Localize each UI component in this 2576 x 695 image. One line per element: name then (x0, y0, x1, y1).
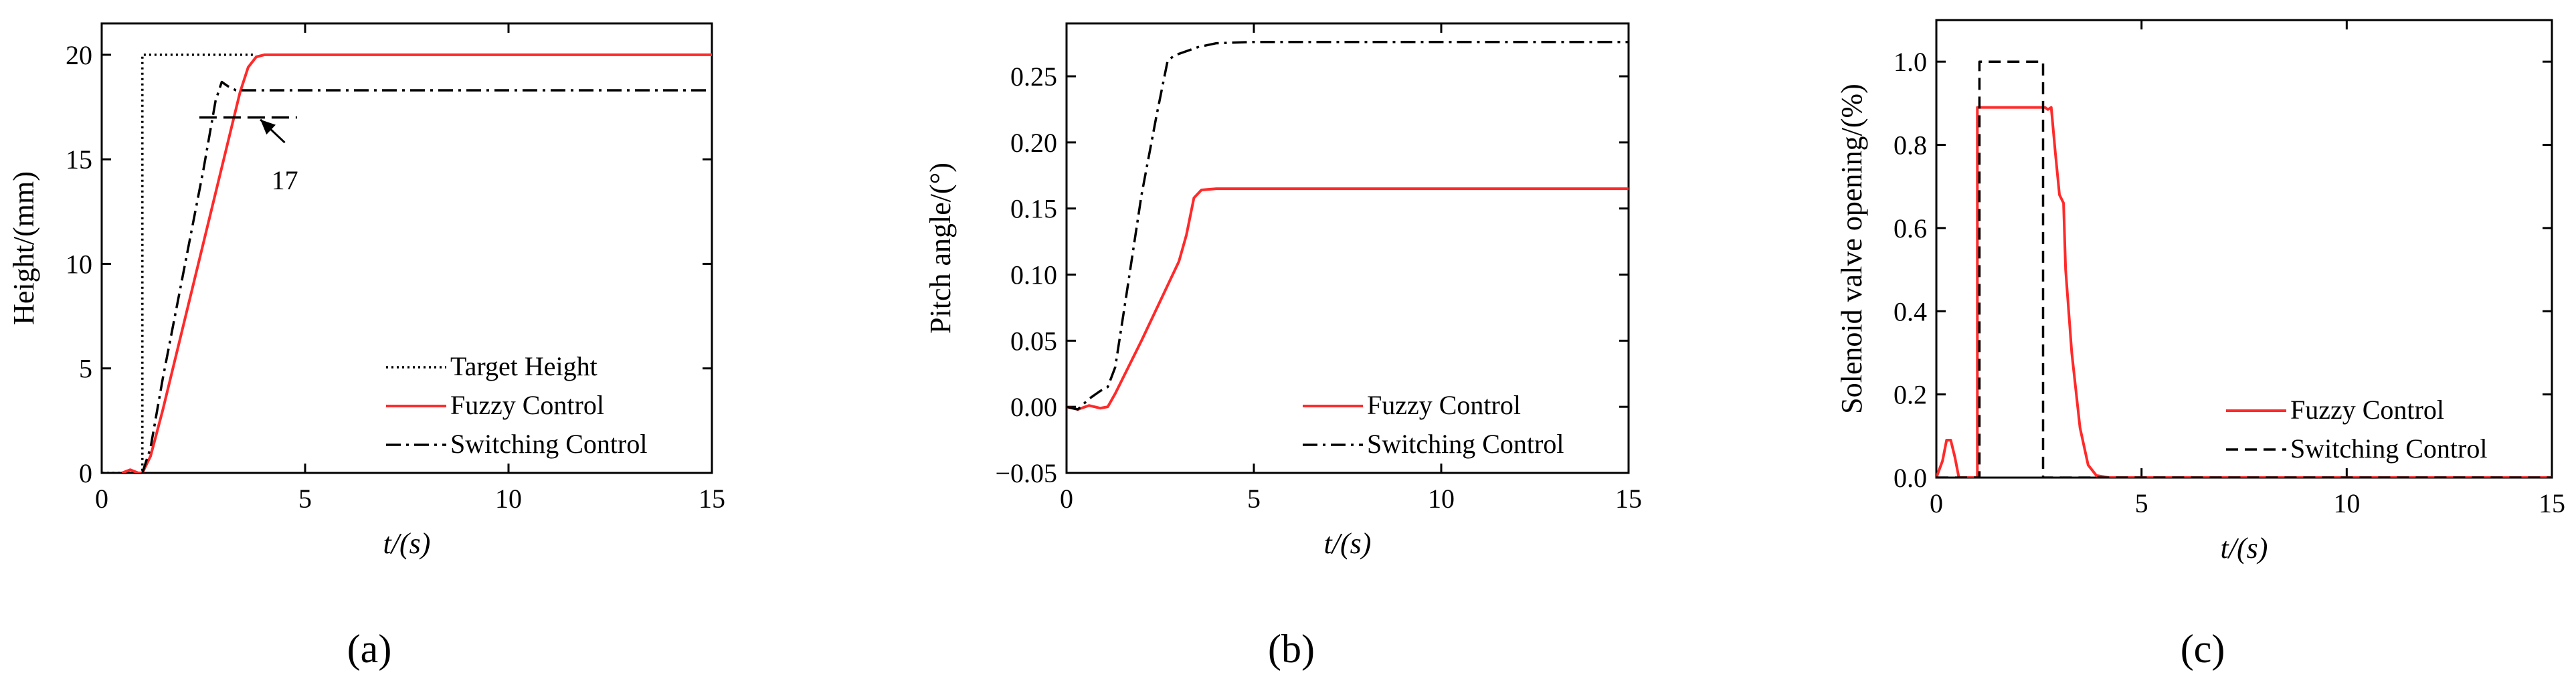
x-tick-label: 0 (95, 484, 108, 514)
x-tick-label: 5 (1247, 484, 1261, 514)
annotation-label: 17 (272, 165, 298, 195)
y-tick-label: 0.2 (1894, 380, 1927, 410)
panel-label: (b) (1268, 627, 1315, 671)
y-tick-label: −0.05 (995, 458, 1057, 488)
y-tick-label: 0 (79, 458, 92, 488)
legend-label: Switching Control (450, 429, 647, 459)
x-tick-label: 15 (2539, 488, 2565, 518)
plot-frame (100, 22, 713, 474)
legend-label: Fuzzy Control (2290, 395, 2444, 425)
y-axis-label: Solenoid valve opening/(%) (1835, 84, 1868, 414)
legend-label: Target Height (450, 351, 597, 381)
y-tick-label: 1.0 (1894, 47, 1927, 77)
series-line-switching-control (1067, 40, 1629, 411)
plot-frame (1935, 19, 2553, 479)
legend-label: Switching Control (1367, 429, 1564, 459)
series-line-fuzzy-control (1936, 106, 2552, 478)
x-tick-label: 0 (1930, 488, 1943, 518)
x-axis-label: t/(s) (383, 527, 431, 560)
x-tick-label: 10 (1428, 484, 1455, 514)
y-tick-label: 0.0 (1894, 463, 1927, 493)
panel-label: (c) (2181, 627, 2225, 671)
y-tick-label: 0.4 (1894, 296, 1927, 326)
y-tick-label: 15 (66, 144, 92, 175)
y-tick-label: 5 (79, 354, 92, 384)
y-tick-label: 0.25 (1010, 62, 1057, 92)
annotation-arrowhead (260, 119, 276, 135)
y-tick-label: 0.20 (1010, 128, 1057, 158)
y-tick-label: 0.05 (1010, 326, 1057, 356)
panel-label: (a) (347, 627, 392, 671)
x-tick-label: 5 (2135, 488, 2148, 518)
legend-label: Fuzzy Control (1367, 390, 1521, 420)
series-line-fuzzy-control (1067, 187, 1629, 411)
x-tick-label: 0 (1060, 484, 1073, 514)
y-tick-label: 0.6 (1894, 213, 1927, 243)
panel-a: 0 5 10 15 0 5 10 15 20 t/(s) Height/(mm) Target Hei… (7, 22, 725, 671)
x-tick-label: 10 (2333, 488, 2360, 518)
x-axis-label: t/(s) (1324, 527, 1372, 560)
y-tick-label: 0.10 (1010, 260, 1057, 290)
y-tick-label: 0.8 (1894, 130, 1927, 161)
y-axis-label: Height/(mm) (7, 171, 40, 325)
x-tick-label: 10 (495, 484, 522, 514)
y-tick-label: 0.15 (1010, 194, 1057, 224)
series-line-switching-control (1936, 60, 2552, 478)
y-tick-label: 20 (66, 40, 92, 70)
panel-b: 0 5 10 15 −0.05 0.00 0.05 0.10 0.15 0.20 0.25 t/(s)… (924, 22, 1642, 671)
x-tick-label: 5 (298, 484, 312, 514)
x-axis-label: t/(s) (2221, 532, 2268, 565)
series-line-switching-control (141, 80, 712, 473)
x-tick-label: 15 (1615, 484, 1642, 514)
y-tick-label: 0.00 (1010, 392, 1057, 422)
plot-frame (1065, 22, 1630, 474)
x-tick-label: 15 (699, 484, 725, 514)
series-line-target-height (102, 54, 256, 473)
series-line-fuzzy-control (121, 53, 712, 473)
y-tick-label: 10 (66, 249, 92, 279)
legend-label: Switching Control (2290, 433, 2487, 464)
legend-label: Fuzzy Control (450, 390, 604, 420)
panel-c: 0 5 10 15 0.0 0.2 0.4 0.6 0.8 1.0 t/(s) Solenoid va… (1835, 19, 2565, 671)
y-axis-label: Pitch angle/(°) (924, 163, 957, 334)
